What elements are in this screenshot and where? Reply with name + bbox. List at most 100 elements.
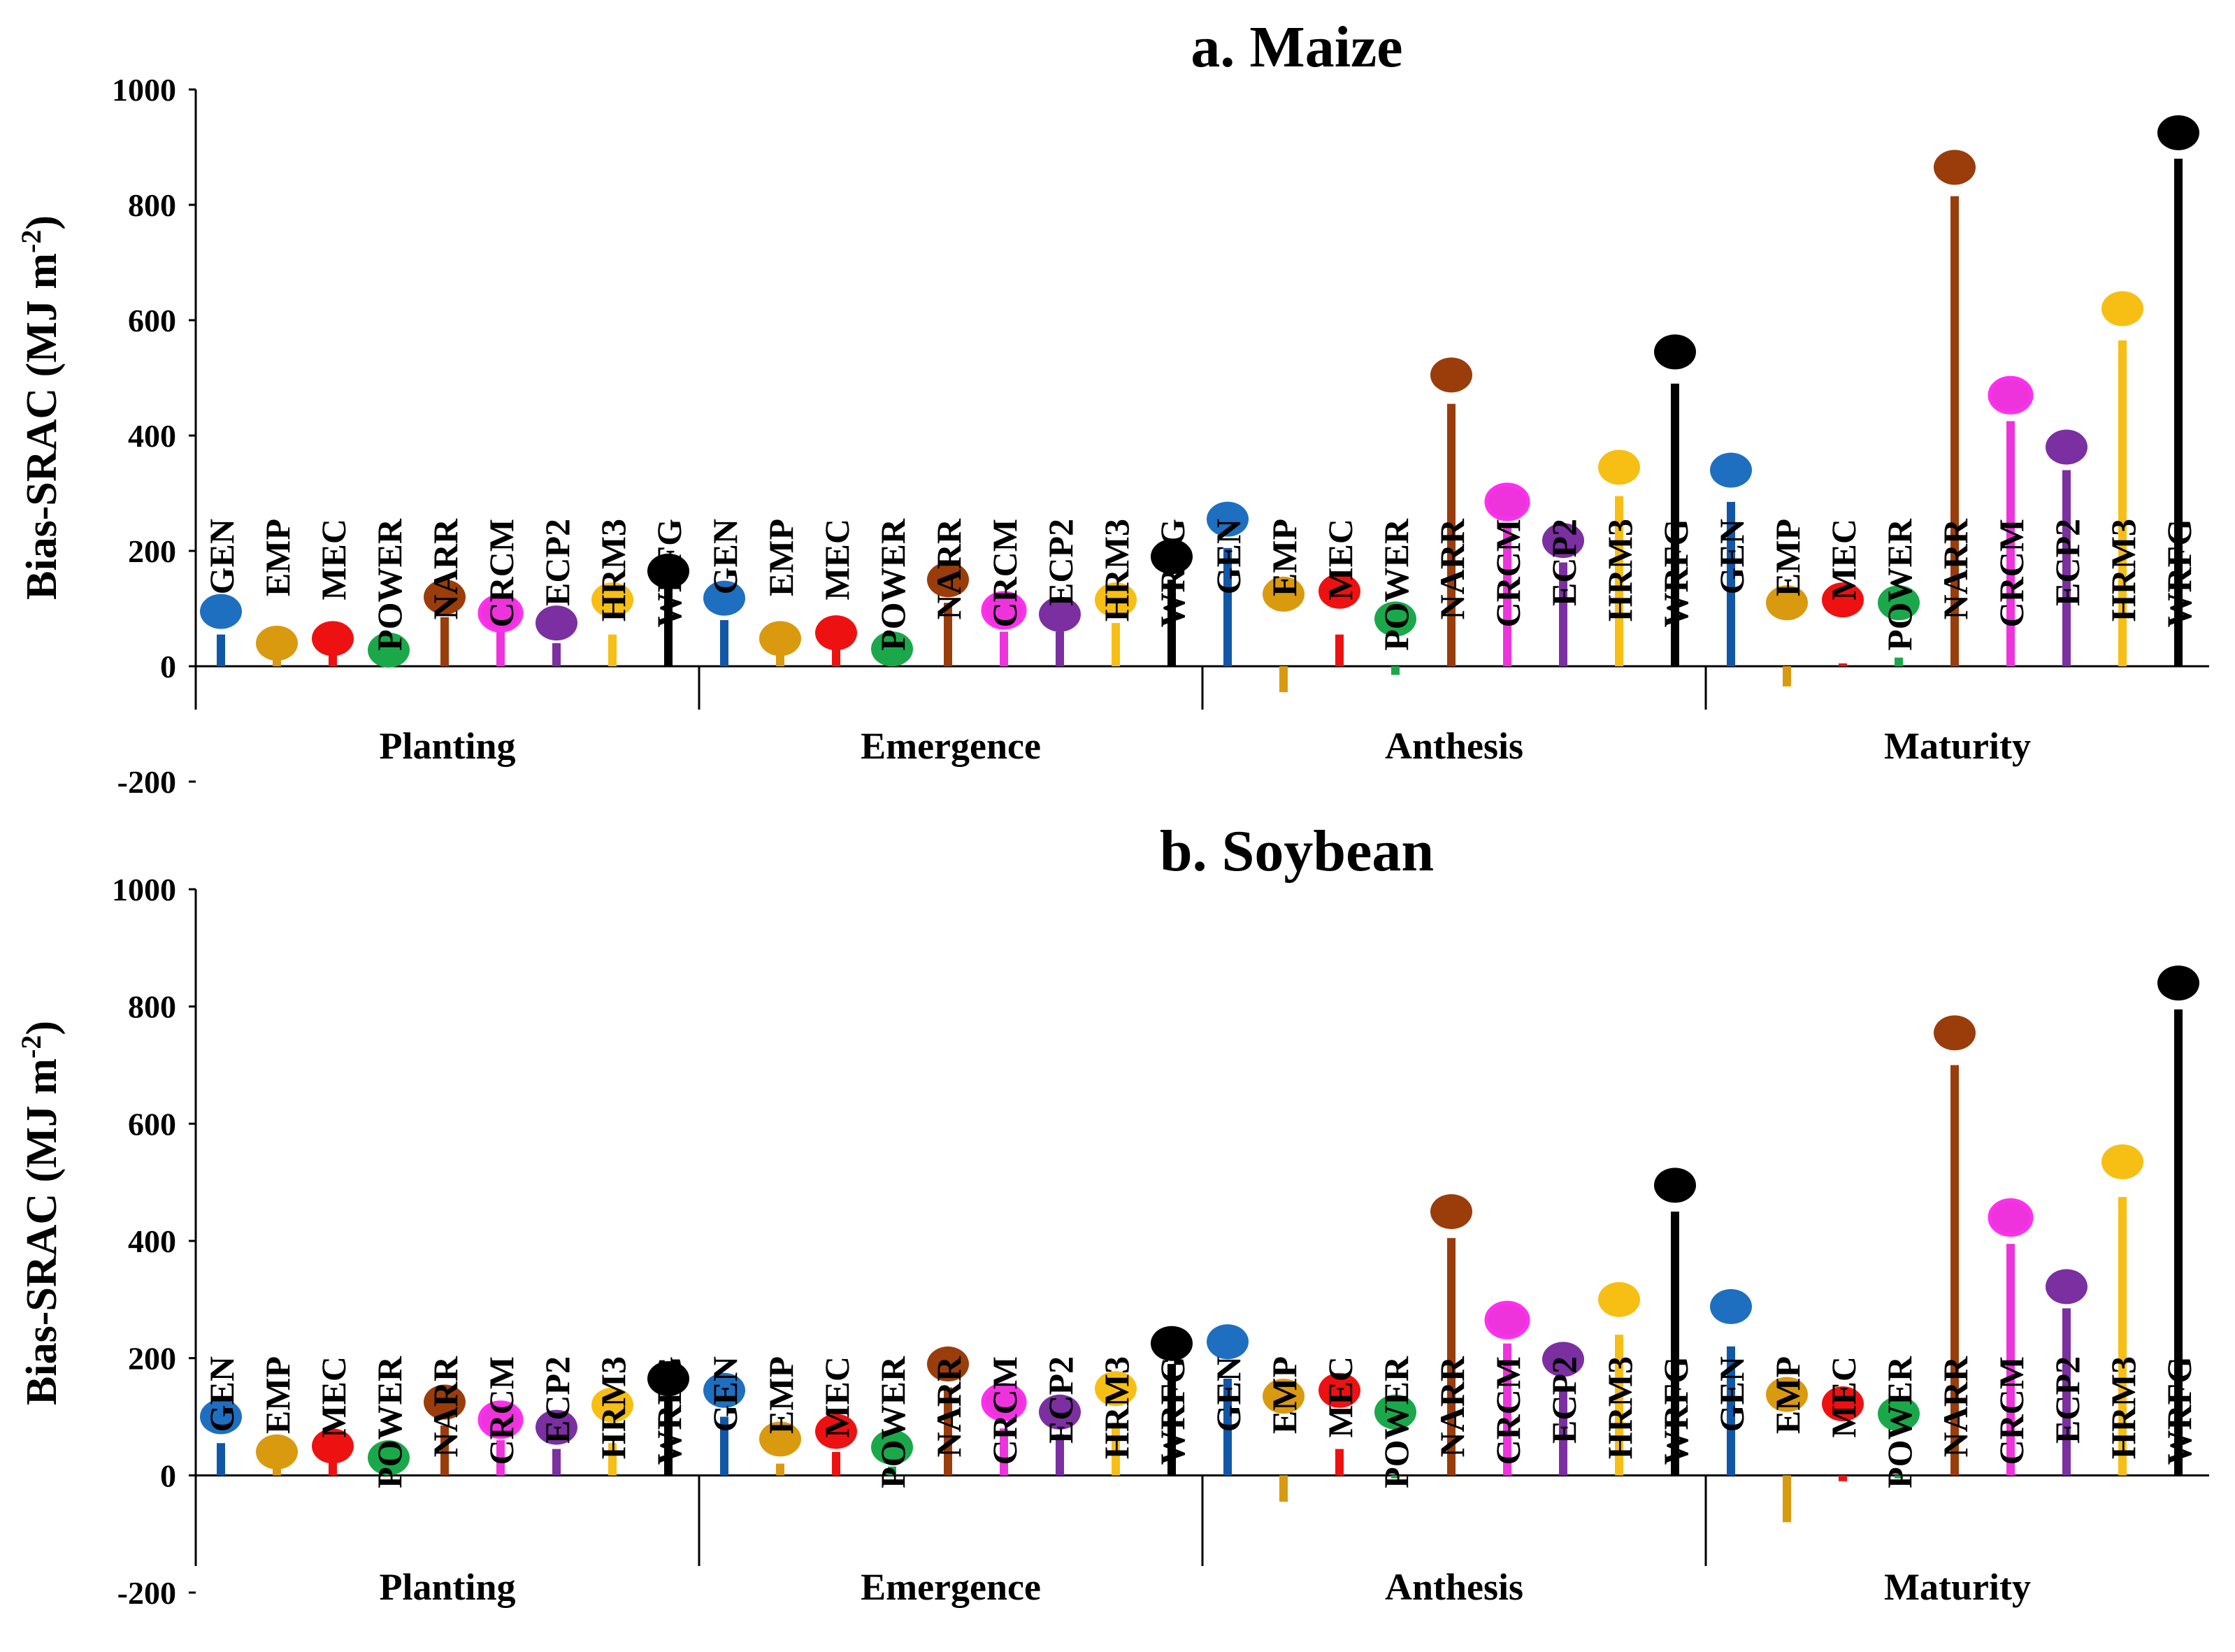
- category-label: CRCM: [482, 519, 521, 628]
- marker-gen: [200, 1399, 242, 1435]
- marker-hrm3: [1095, 582, 1137, 618]
- stem-crcm: [2006, 421, 2015, 666]
- stem-crcm: [496, 631, 505, 666]
- stem-wrfg: [664, 588, 673, 666]
- marker-wrfg: [2157, 965, 2199, 1001]
- marker-crcm: [1988, 375, 2034, 415]
- marker-mec: [312, 621, 354, 656]
- marker-emp: [1766, 585, 1808, 621]
- category-label: POWER: [1377, 518, 1416, 651]
- marker-crcm: [477, 594, 524, 633]
- category-label: CRCM: [985, 519, 1024, 628]
- category-label: POWER: [873, 1356, 912, 1488]
- marker-ecp2: [2046, 429, 2087, 465]
- stem-mec: [1839, 663, 1847, 666]
- y-tick-label: 200: [128, 533, 176, 569]
- marker-gen: [1207, 1324, 1249, 1360]
- stem-power: [1391, 1475, 1400, 1479]
- marker-power: [368, 1440, 410, 1476]
- marker-gen: [703, 1372, 745, 1408]
- marker-ecp2: [1039, 596, 1081, 632]
- stem-wrfg: [1671, 383, 1679, 666]
- category-label: CRCM: [985, 1356, 1024, 1465]
- marker-mec: [815, 1414, 857, 1449]
- category-label: POWER: [370, 518, 409, 651]
- category-label: ECP2: [1041, 1356, 1080, 1444]
- category-label: NARR: [426, 1356, 465, 1457]
- category-label: EMP: [761, 519, 800, 596]
- category-label: ECP2: [2048, 1356, 2087, 1444]
- category-label: EMP: [761, 1356, 800, 1434]
- marker-mec: [1318, 1372, 1360, 1408]
- stem-emp: [1279, 666, 1288, 693]
- category-label: CRCM: [482, 1356, 521, 1465]
- group-label: Emergence: [861, 1566, 1041, 1608]
- category-label: MEC: [817, 1356, 856, 1438]
- stem-ecp2: [1559, 1387, 1567, 1476]
- marker-hrm3: [591, 1387, 633, 1423]
- marker-emp: [1766, 1377, 1808, 1412]
- chart-title: a. Maize: [1191, 15, 1402, 80]
- stem-gen: [1727, 1346, 1735, 1476]
- group-label: Planting: [379, 1566, 515, 1608]
- category-label: HRM3: [594, 1356, 633, 1459]
- marker-narr: [1430, 1194, 1472, 1230]
- category-label: MEC: [1321, 519, 1360, 601]
- category-label: CRCM: [1992, 1356, 2031, 1465]
- category-label: HRM3: [1097, 1356, 1136, 1459]
- marker-wrfg: [1151, 1326, 1193, 1361]
- stem-hrm3: [1112, 623, 1120, 666]
- stem-emp: [1783, 1475, 1791, 1523]
- marker-gen: [1710, 1288, 1752, 1324]
- category-label: NARR: [1432, 1356, 1472, 1457]
- stem-gen: [720, 1416, 728, 1476]
- y-tick-label: 600: [128, 303, 176, 338]
- category-label: HRM3: [1600, 519, 1639, 622]
- y-tick-label: 1000: [112, 872, 176, 907]
- stem-ecp2: [552, 1449, 561, 1476]
- marker-crcm: [1484, 482, 1530, 522]
- marker-hrm3: [591, 582, 633, 618]
- marker-mec: [312, 1428, 354, 1464]
- category-label: NARR: [426, 518, 465, 619]
- marker-narr: [927, 562, 969, 598]
- stem-hrm3: [608, 1443, 617, 1476]
- marker-crcm: [1988, 1198, 2034, 1237]
- category-label: HRM3: [594, 519, 633, 622]
- chart-title: b. Soybean: [1160, 819, 1434, 884]
- marker-mec: [1822, 582, 1864, 618]
- stem-mec: [1335, 1449, 1344, 1476]
- marker-narr: [424, 1384, 466, 1420]
- marker-ecp2: [1542, 523, 1584, 559]
- marker-ecp2: [536, 1409, 577, 1445]
- marker-hrm3: [1095, 1371, 1137, 1407]
- y-tick-label: -200: [117, 1575, 176, 1611]
- stem-mec: [1839, 1475, 1847, 1481]
- stem-wrfg: [1167, 1364, 1176, 1476]
- category-label: EMP: [1265, 1356, 1304, 1434]
- y-tick-label: 0: [160, 649, 176, 684]
- marker-narr: [1430, 357, 1472, 393]
- stem-ecp2: [1056, 1434, 1064, 1476]
- category-label: HRM3: [1600, 1356, 1639, 1459]
- y-tick-label: 1000: [112, 72, 176, 108]
- marker-wrfg: [1151, 539, 1193, 575]
- category-label: EMP: [1768, 1356, 1807, 1434]
- category-label: ECP2: [1041, 519, 1080, 606]
- stem-narr: [1950, 1065, 1959, 1476]
- stem-emp: [776, 1463, 784, 1476]
- panel-soybean: b. Soybean Bias-SRAC (MJ m-2) 1000 800 600 40…: [15, 819, 2209, 1611]
- marker-wrfg: [647, 1361, 689, 1397]
- category-label: GEN: [705, 1356, 745, 1432]
- stem-hrm3: [1112, 1422, 1120, 1476]
- marker-power: [871, 631, 913, 667]
- marker-crcm: [477, 1400, 524, 1439]
- stem-power: [888, 1466, 896, 1476]
- category-label: NARR: [929, 518, 968, 619]
- stem-gen: [1223, 547, 1232, 666]
- stem-ecp2: [1056, 631, 1064, 666]
- category-label: WRFG: [649, 519, 689, 628]
- stem-emp: [1783, 666, 1791, 687]
- stem-narr: [1950, 196, 1959, 666]
